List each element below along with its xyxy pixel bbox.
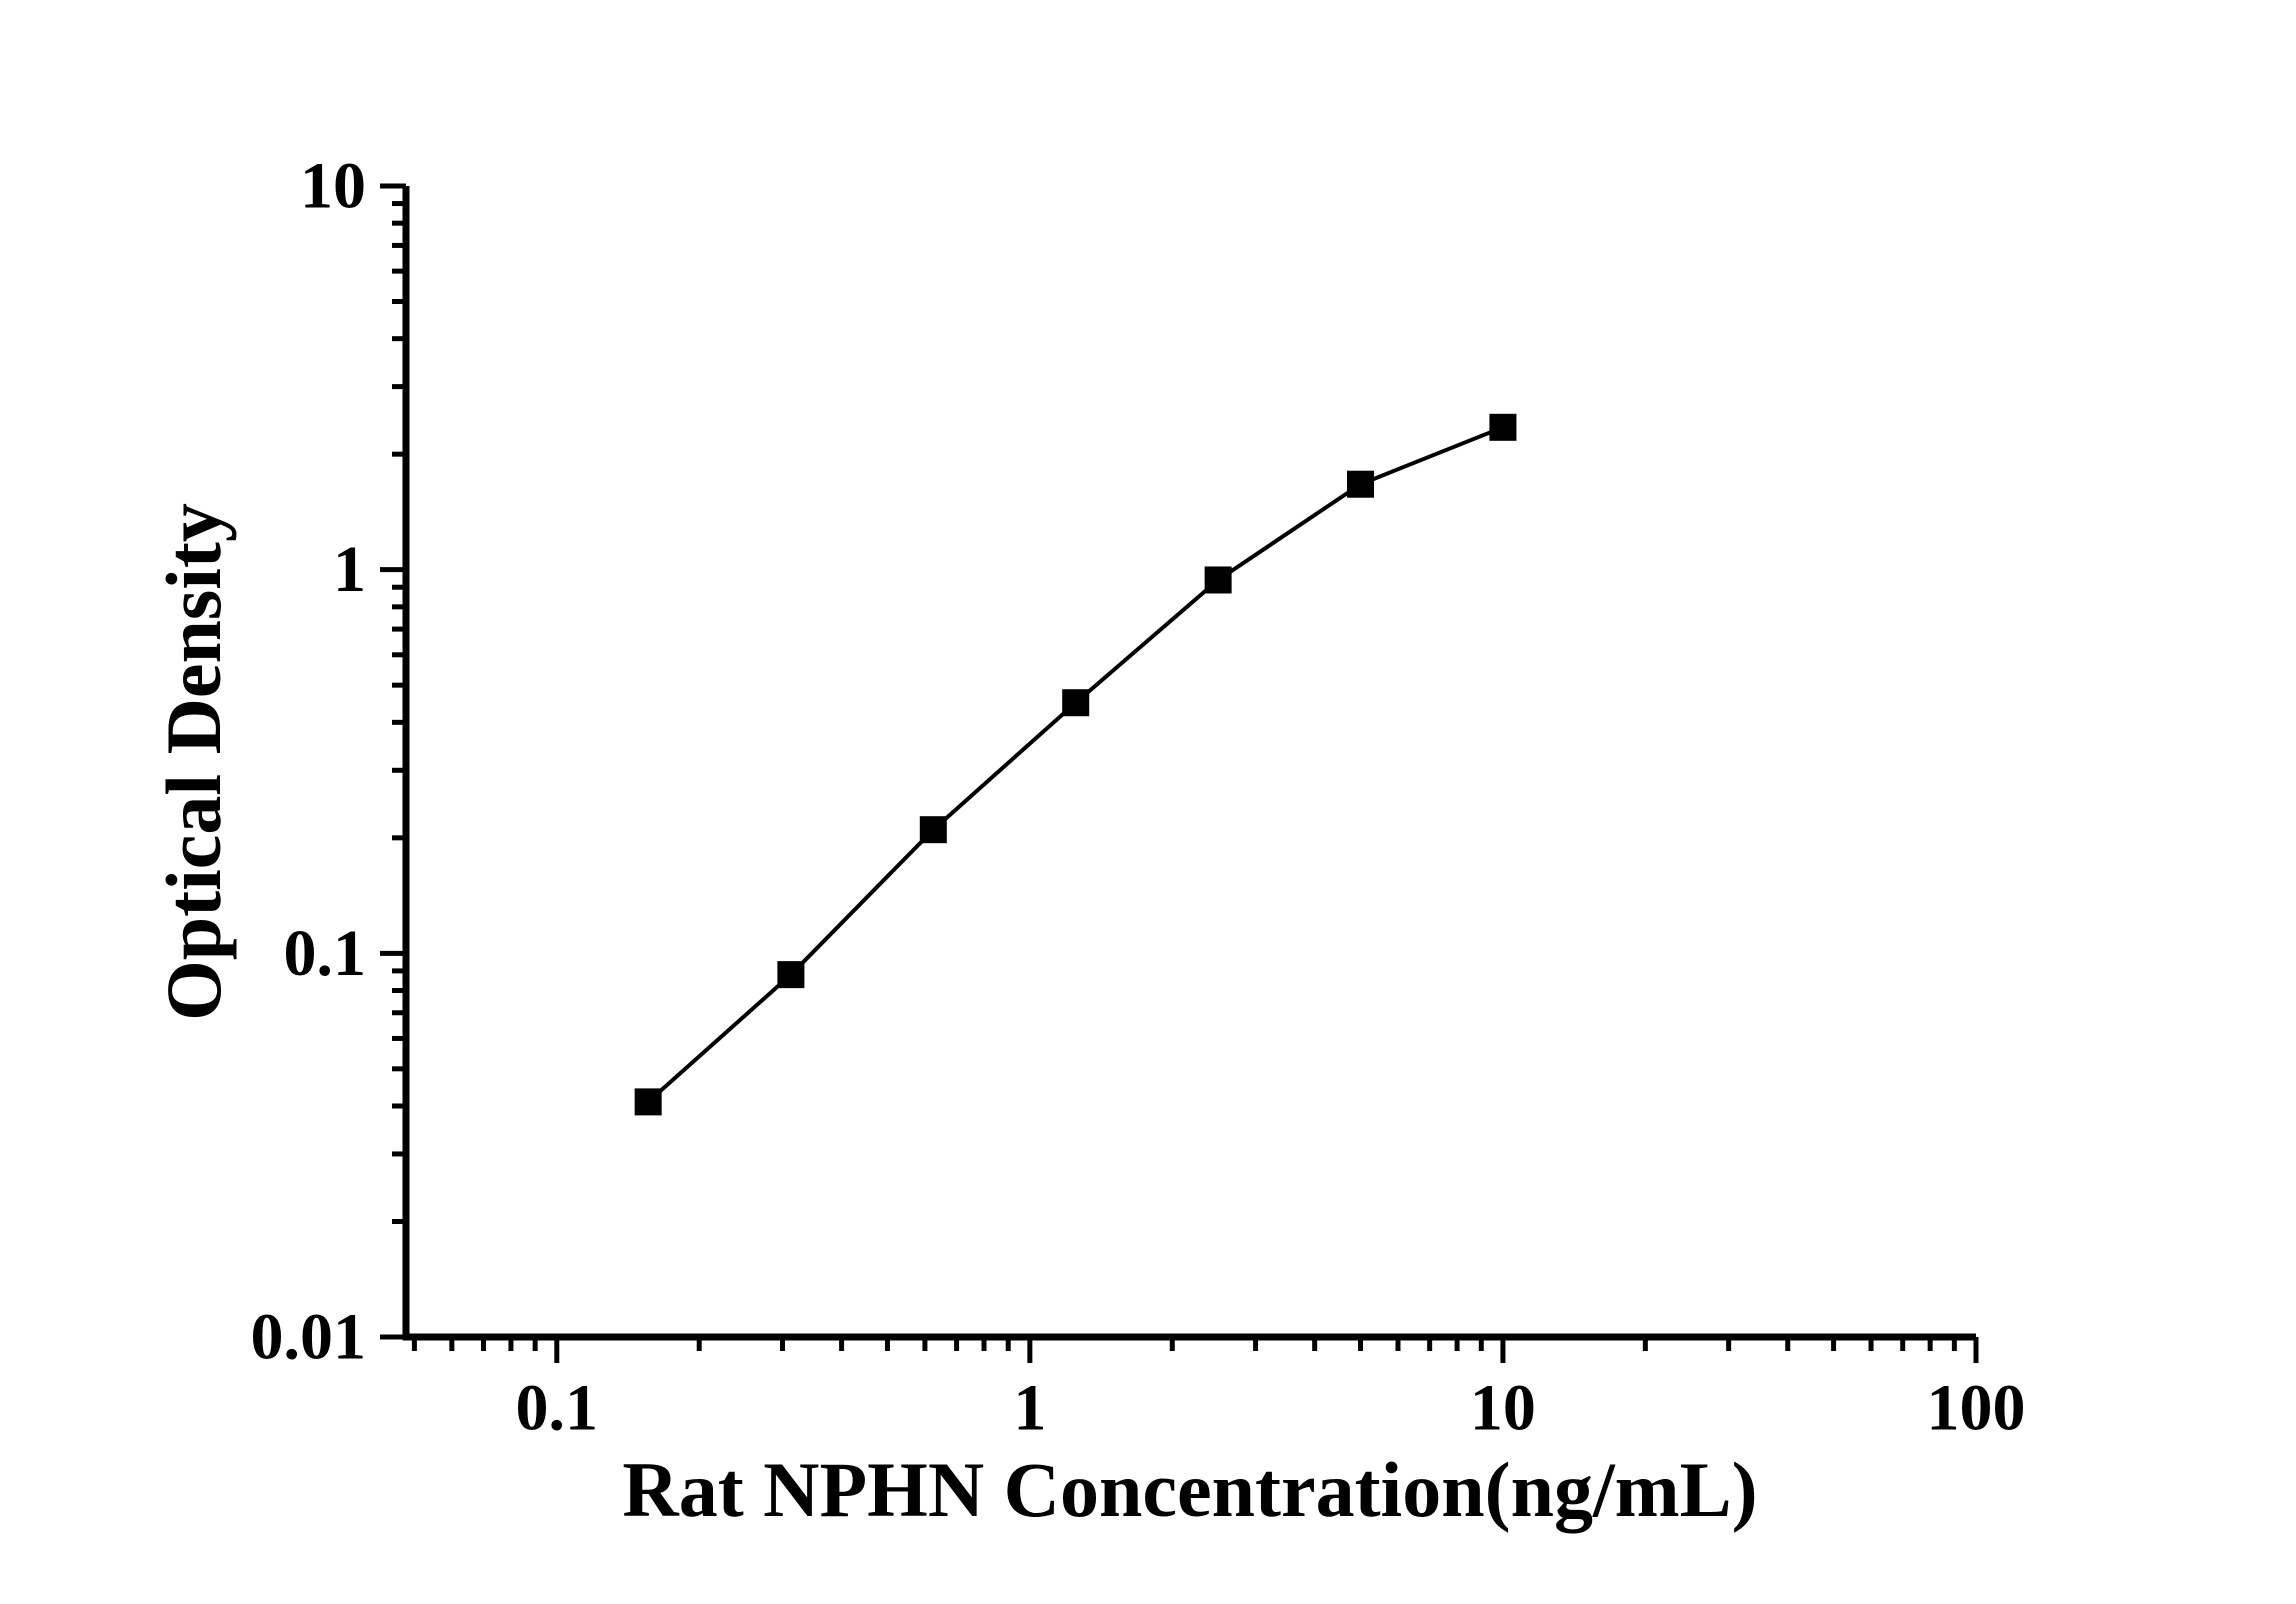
data-point-marker: [1062, 689, 1090, 717]
x-tick-label: 1: [1013, 1372, 1046, 1445]
data-point-marker: [919, 816, 947, 844]
data-point-marker: [1489, 413, 1517, 441]
y-tick-label: 0.01: [251, 1301, 367, 1374]
data-point-marker: [634, 1088, 662, 1116]
data-point-marker: [1347, 470, 1375, 498]
y-tick-label: 1: [333, 533, 366, 606]
x-axis-title: Rat NPHN Concentration(ng/mL): [622, 1446, 1757, 1533]
tick-label-layer: 0.1 1 10 100 0.01 0.1 1 10: [251, 150, 2026, 1445]
y-axis-title: Optical Density: [150, 503, 237, 1021]
series-layer: [634, 413, 1517, 1116]
data-point-marker: [777, 961, 805, 989]
x-tick-label: 10: [1470, 1372, 1536, 1445]
x-tick-label: 0.1: [516, 1372, 599, 1445]
x-tick-label: 100: [1927, 1372, 2026, 1445]
y-tick-label: 0.1: [284, 917, 367, 990]
tick-layer: [380, 183, 1979, 1363]
series-line: [646, 425, 1504, 1104]
y-tick-label: 10: [300, 150, 366, 223]
axes-layer: [402, 186, 1976, 1341]
data-point-marker: [1204, 566, 1232, 594]
